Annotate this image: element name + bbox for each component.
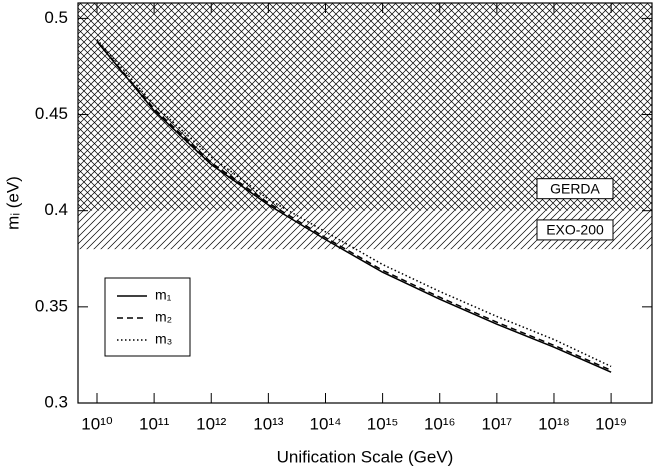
x-tick-label: 10¹⁹: [595, 414, 627, 433]
x-tick-label: 10¹⁶: [424, 414, 456, 433]
x-tick-label: 10¹³: [253, 414, 284, 433]
series-line: [96, 40, 612, 371]
x-tick-label: 10¹⁵: [367, 414, 399, 433]
y-axis-title: mᵢ (eV): [3, 176, 22, 230]
legend-label: m₂: [155, 309, 172, 325]
x-tick-label: 10¹⁸: [538, 414, 570, 433]
x-tick-label: 10¹⁰: [81, 414, 113, 433]
x-axis-title: Unification Scale (GeV): [277, 447, 454, 466]
band-label-box: [536, 219, 614, 241]
band-label: GERDA: [550, 180, 600, 196]
x-tick-label: 10¹¹: [139, 414, 170, 433]
x-tick-label: 10¹⁴: [310, 414, 342, 433]
y-tick-label: 0.45: [35, 104, 68, 123]
series-line: [96, 40, 612, 373]
x-tick-label: 10¹⁷: [481, 414, 512, 433]
legend-label: m₁: [155, 287, 172, 303]
plot-frame: [77, 2, 653, 404]
legend-label: m₃: [155, 331, 172, 347]
series-line: [96, 39, 612, 368]
band: [78, 3, 652, 211]
band-label-box: [536, 178, 614, 200]
y-tick-label: 0.5: [44, 8, 68, 27]
y-tick-label: 0.35: [35, 296, 68, 315]
y-tick-label: 0.3: [44, 392, 68, 411]
band-label: EXO-200: [546, 222, 604, 238]
x-tick-label: 10¹²: [196, 414, 227, 433]
y-tick-label: 0.4: [44, 200, 68, 219]
legend-box: [104, 277, 191, 357]
